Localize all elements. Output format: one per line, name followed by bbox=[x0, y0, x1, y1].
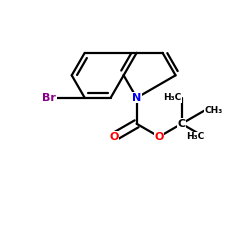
Text: H₃C: H₃C bbox=[163, 93, 182, 102]
Text: C: C bbox=[178, 119, 186, 129]
Text: Br: Br bbox=[42, 93, 56, 103]
Text: CH₃: CH₃ bbox=[204, 106, 222, 115]
Text: H₃C: H₃C bbox=[186, 132, 204, 141]
Text: O: O bbox=[110, 132, 119, 142]
Text: N: N bbox=[132, 93, 141, 103]
Text: O: O bbox=[154, 132, 164, 142]
